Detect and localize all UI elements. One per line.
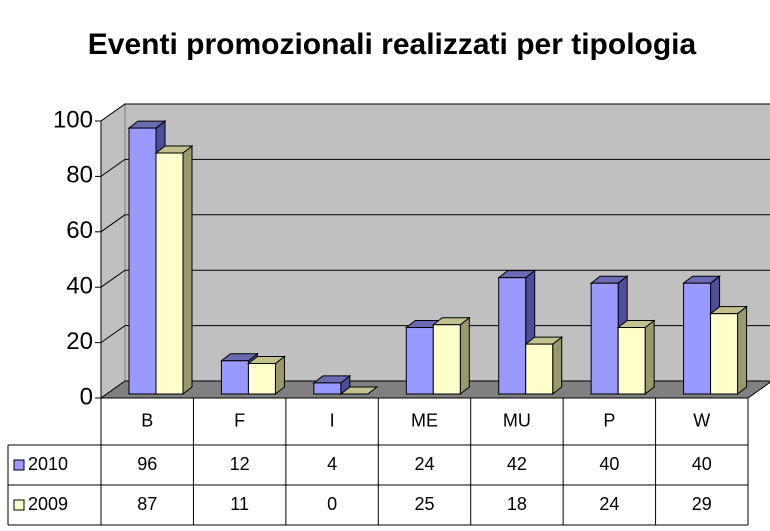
table-value: 11 (230, 494, 249, 514)
bar-face (617, 327, 646, 395)
y-tick-label: 80 (66, 162, 93, 189)
grid-line (100, 158, 770, 177)
y-tick-label: 40 (66, 273, 93, 300)
x-tick-label: MU (503, 410, 531, 430)
x-tick-label: B (141, 410, 153, 430)
x-tick-label: F (234, 410, 245, 430)
bar-face (182, 144, 193, 396)
table-value: 4 (327, 454, 337, 474)
grid-line (100, 269, 770, 288)
bar-face (313, 382, 342, 395)
bar (616, 319, 656, 396)
legend-swatch (13, 459, 25, 471)
table-value: 96 (137, 454, 157, 474)
table-value: 25 (414, 494, 434, 514)
legend-swatch (13, 499, 25, 511)
bar (154, 144, 194, 396)
bar (312, 374, 352, 396)
table-value: 24 (414, 454, 434, 474)
bar (709, 305, 749, 396)
bar-face (459, 316, 470, 396)
bar-face (644, 319, 655, 396)
grid-line (100, 325, 770, 344)
bar-face (432, 324, 461, 395)
bar-face (247, 363, 276, 395)
x-tick-label: P (603, 410, 615, 430)
bar-face (525, 343, 554, 395)
table-value: 87 (137, 494, 157, 514)
bar-face (737, 305, 748, 396)
x-tick-label: W (693, 410, 710, 430)
bar-face (405, 327, 434, 395)
grid-line (100, 214, 770, 233)
table-value: 40 (692, 454, 712, 474)
bar (339, 386, 379, 395)
bar-face (590, 282, 619, 395)
bar-face (155, 152, 184, 395)
bar (524, 336, 564, 396)
y-tick-label: 0 (80, 383, 93, 410)
x-tick-label: ME (411, 410, 438, 430)
legend-label: 2010 (28, 454, 68, 474)
bar-face (339, 386, 379, 395)
grid-line (100, 103, 770, 122)
y-tick-label: 100 (53, 106, 93, 133)
y-tick-label: 60 (66, 217, 93, 244)
y-tick-label: 20 (66, 328, 93, 355)
bar-face (498, 277, 527, 395)
table-value: 42 (507, 454, 527, 474)
table-value: 0 (327, 494, 337, 514)
bar (246, 355, 286, 396)
bar-face (220, 360, 249, 395)
table-value: 24 (599, 494, 619, 514)
x-tick-label: I (330, 410, 335, 430)
side-wall (100, 103, 126, 399)
table-value: 18 (507, 494, 527, 514)
table-value: 29 (692, 494, 712, 514)
bar-face (552, 336, 563, 396)
bar-face (128, 127, 157, 395)
table-value: 12 (230, 454, 250, 474)
bar-face (683, 282, 712, 395)
chart-title: Eventi promozionali realizzati per tipol… (88, 28, 697, 61)
bar-face (710, 313, 739, 395)
table-value: 40 (599, 454, 619, 474)
legend-label: 2009 (28, 494, 68, 514)
bar (431, 316, 471, 396)
